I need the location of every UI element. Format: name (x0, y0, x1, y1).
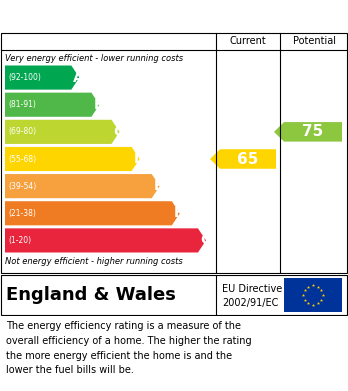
Text: F: F (174, 206, 183, 220)
Text: Not energy efficient - higher running costs: Not energy efficient - higher running co… (5, 258, 183, 267)
Text: (69-80): (69-80) (8, 127, 36, 136)
Text: (55-68): (55-68) (8, 154, 36, 163)
Text: EU Directive: EU Directive (222, 284, 282, 294)
Polygon shape (210, 149, 276, 169)
Text: (1-20): (1-20) (8, 236, 31, 245)
Text: (21-38): (21-38) (8, 209, 36, 218)
Text: England & Wales: England & Wales (6, 286, 176, 304)
Polygon shape (5, 174, 160, 198)
Text: D: D (134, 152, 145, 166)
Polygon shape (274, 122, 342, 142)
Text: (92-100): (92-100) (8, 73, 41, 82)
Text: G: G (200, 233, 211, 248)
Text: The energy efficiency rating is a measure of the
overall efficiency of a home. T: The energy efficiency rating is a measur… (6, 321, 252, 375)
Polygon shape (5, 201, 180, 225)
Text: E: E (154, 179, 163, 193)
Text: Energy Efficiency Rating: Energy Efficiency Rating (8, 9, 218, 23)
Text: Very energy efficient - lower running costs: Very energy efficient - lower running co… (5, 54, 183, 63)
Text: 75: 75 (302, 124, 324, 139)
Polygon shape (5, 147, 140, 171)
Text: A: A (73, 70, 84, 84)
Text: Current: Current (230, 36, 266, 46)
Text: B: B (93, 98, 104, 112)
Polygon shape (5, 93, 100, 117)
Text: (39-54): (39-54) (8, 182, 36, 191)
Text: 2002/91/EC: 2002/91/EC (222, 298, 278, 308)
Text: 65: 65 (237, 151, 259, 167)
Polygon shape (5, 66, 79, 90)
Text: (81-91): (81-91) (8, 100, 36, 109)
Text: Potential: Potential (293, 36, 335, 46)
Text: C: C (113, 125, 124, 139)
Polygon shape (5, 228, 206, 253)
Polygon shape (5, 120, 119, 144)
Bar (284, 278, 342, 312)
